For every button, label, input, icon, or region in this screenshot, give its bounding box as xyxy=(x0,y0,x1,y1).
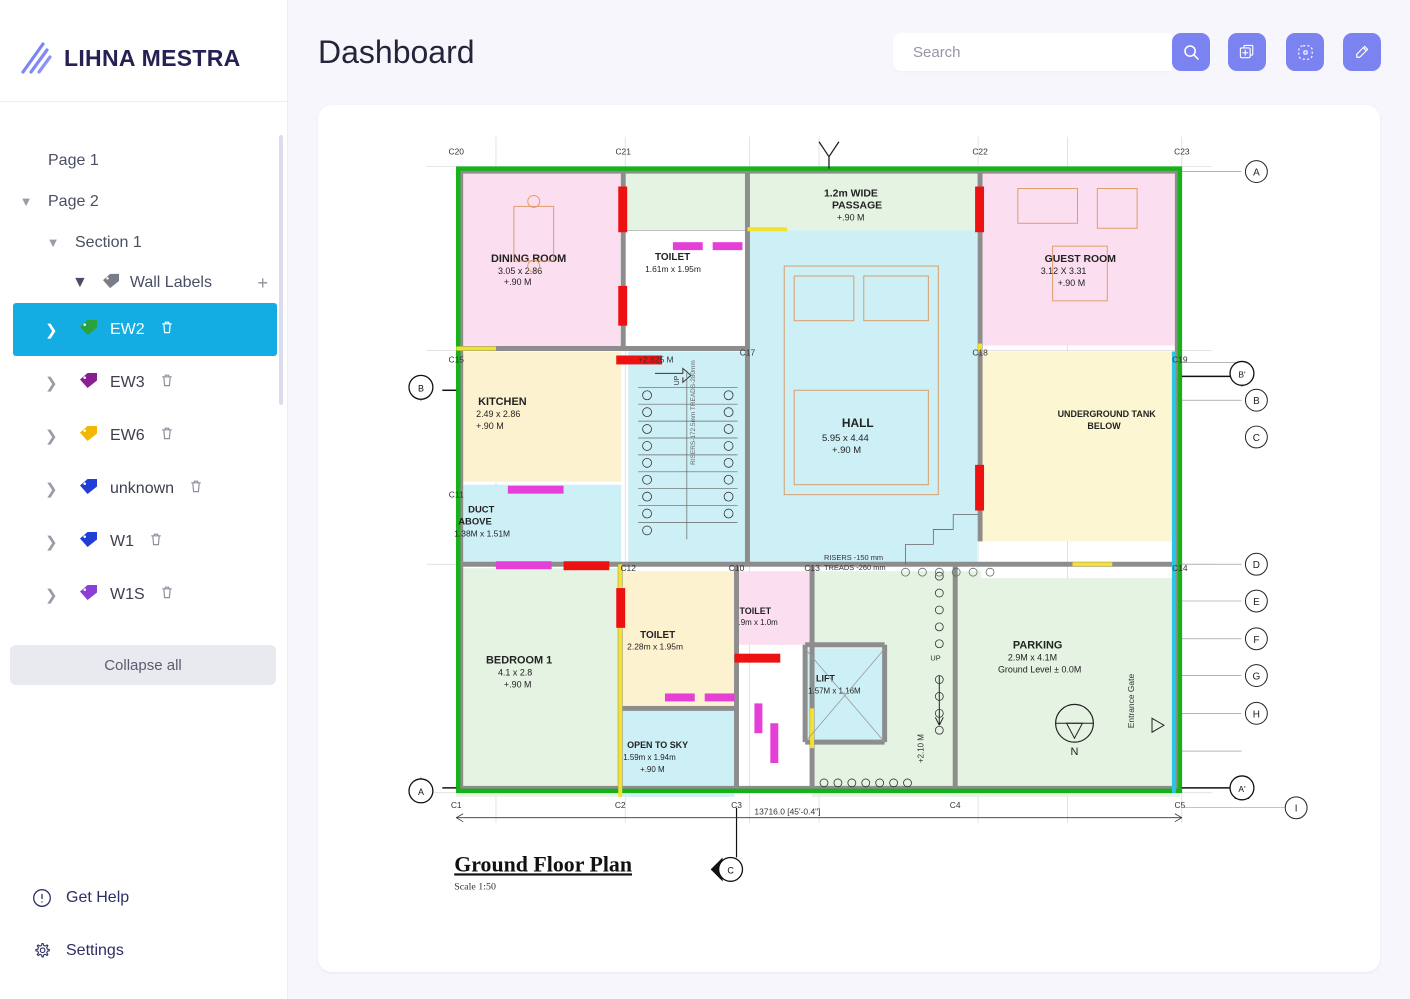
svg-text:.9m x 1.0m: .9m x 1.0m xyxy=(739,618,779,627)
svg-text:C10: C10 xyxy=(729,563,745,573)
svg-text:Scale 1:50: Scale 1:50 xyxy=(454,881,496,892)
svg-text:C: C xyxy=(1253,433,1260,444)
svg-text:BELOW: BELOW xyxy=(1087,421,1121,431)
svg-text:+.90 M: +.90 M xyxy=(837,212,865,222)
svg-text:3.05 x 2.86: 3.05 x 2.86 xyxy=(498,266,542,276)
svg-text:C2: C2 xyxy=(615,800,626,810)
svg-text:LIFT: LIFT xyxy=(816,674,835,684)
svg-text:1.59m x 1.94m: 1.59m x 1.94m xyxy=(623,753,676,762)
svg-text:Ground Floor Plan: Ground Floor Plan xyxy=(454,852,632,876)
svg-text:N: N xyxy=(1071,746,1079,758)
svg-text:1.57M x 1.16M: 1.57M x 1.16M xyxy=(808,686,861,695)
svg-text:2.49 x 2.86: 2.49 x 2.86 xyxy=(476,409,520,419)
svg-text:PARKING: PARKING xyxy=(1013,640,1063,652)
svg-text:+.90 M: +.90 M xyxy=(1058,278,1086,288)
svg-text:5.95 x 4.44: 5.95 x 4.44 xyxy=(822,433,869,444)
svg-text:C: C xyxy=(727,865,734,875)
svg-text:+.90 M: +.90 M xyxy=(504,679,532,689)
svg-text:1.38M x 1.51M: 1.38M x 1.51M xyxy=(454,528,510,538)
svg-text:4.1 x 2.8: 4.1 x 2.8 xyxy=(498,668,532,678)
svg-text:DUCT: DUCT xyxy=(468,505,494,516)
svg-text:ABOVE: ABOVE xyxy=(458,516,492,527)
svg-text:C11: C11 xyxy=(449,490,464,500)
svg-text:3.12 X 3.31: 3.12 X 3.31 xyxy=(1041,266,1087,276)
svg-text:C13: C13 xyxy=(804,563,820,573)
svg-text:TOILET: TOILET xyxy=(655,252,690,263)
svg-text:C14: C14 xyxy=(1172,563,1188,573)
svg-text:+2.10 M: +2.10 M xyxy=(916,734,925,763)
svg-text:GUEST ROOM: GUEST ROOM xyxy=(1045,254,1116,265)
svg-text:A': A' xyxy=(1238,784,1246,794)
svg-text:TREADS -260 mm: TREADS -260 mm xyxy=(824,563,886,572)
svg-text:UP: UP xyxy=(930,654,940,663)
svg-text:C17: C17 xyxy=(740,347,756,357)
svg-text:BEDROOM 1: BEDROOM 1 xyxy=(486,655,552,667)
svg-text:C4: C4 xyxy=(950,800,961,810)
svg-text:Entrance Gate: Entrance Gate xyxy=(1126,674,1136,729)
svg-text:KITCHEN: KITCHEN xyxy=(478,396,527,408)
svg-text:H: H xyxy=(1253,709,1260,720)
svg-text:E: E xyxy=(1253,597,1260,608)
svg-text:Ground Level ± 0.0M: Ground Level ± 0.0M xyxy=(998,665,1081,675)
svg-text:RISERS-172.5mm TREADS-280mm: RISERS-172.5mm TREADS-280mm xyxy=(690,360,697,465)
svg-text:+.90 M: +.90 M xyxy=(476,421,504,431)
svg-text:PASSAGE: PASSAGE xyxy=(832,200,882,211)
svg-text:1.61m x 1.95m: 1.61m x 1.95m xyxy=(645,264,701,274)
svg-text:C12: C12 xyxy=(620,563,636,573)
svg-text:TOILET: TOILET xyxy=(740,606,772,616)
svg-text:C1: C1 xyxy=(451,800,462,810)
svg-text:C23: C23 xyxy=(1174,147,1190,157)
svg-text:RISERS -150 mm: RISERS -150 mm xyxy=(824,553,883,562)
svg-text:C21: C21 xyxy=(615,147,631,157)
svg-text:C20: C20 xyxy=(448,147,464,157)
svg-text:B': B' xyxy=(1238,369,1246,379)
svg-text:+.90 M: +.90 M xyxy=(504,277,532,287)
svg-text:C5: C5 xyxy=(1174,800,1185,810)
svg-text:A: A xyxy=(1253,168,1260,179)
svg-text:G: G xyxy=(1253,672,1261,683)
svg-text:1.2m WIDE: 1.2m WIDE xyxy=(824,188,878,199)
svg-text:2.9M x 4.1M: 2.9M x 4.1M xyxy=(1008,653,1057,663)
svg-text:B: B xyxy=(1253,396,1260,407)
svg-text:UP: UP xyxy=(674,375,681,385)
svg-text:C19: C19 xyxy=(1172,354,1188,364)
svg-text:HALL: HALL xyxy=(842,416,874,430)
svg-text:C15: C15 xyxy=(448,354,464,364)
svg-text:A: A xyxy=(418,787,424,797)
svg-text:+2.625 M: +2.625 M xyxy=(638,354,673,364)
svg-text:F: F xyxy=(1253,635,1259,646)
svg-text:D: D xyxy=(1253,560,1260,571)
svg-text:I: I xyxy=(1295,804,1298,815)
svg-text:+.90 M: +.90 M xyxy=(640,765,665,774)
svg-text:C18: C18 xyxy=(972,347,988,357)
svg-text:B: B xyxy=(418,383,424,393)
svg-text:OPEN TO SKY: OPEN TO SKY xyxy=(627,740,688,750)
svg-text:2.28m x 1.95m: 2.28m x 1.95m xyxy=(627,642,683,652)
svg-text:TOILET: TOILET xyxy=(640,630,675,641)
svg-text:+.90 M: +.90 M xyxy=(832,445,861,456)
svg-text:UNDERGROUND TANK: UNDERGROUND TANK xyxy=(1058,409,1157,419)
svg-text:13716.0 [45'-0.4"]: 13716.0 [45'-0.4"] xyxy=(754,807,820,817)
svg-text:C22: C22 xyxy=(972,147,988,157)
